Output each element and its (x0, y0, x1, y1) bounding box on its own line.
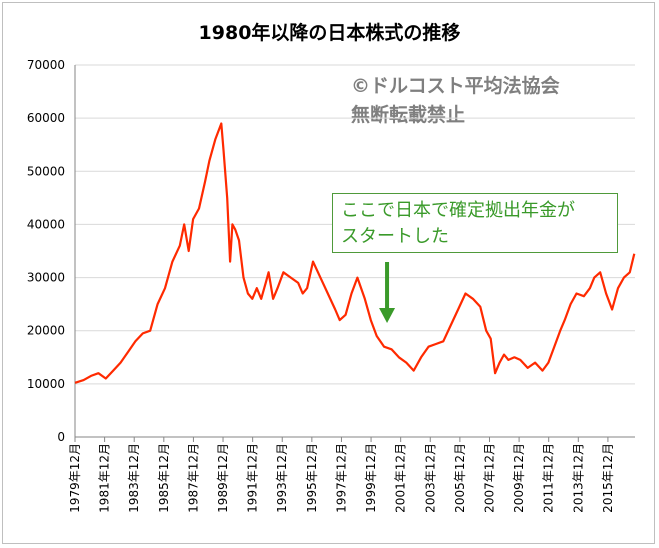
y-tick-label: 70000 (27, 58, 65, 72)
x-tick-label: 2015年12月 (601, 443, 615, 513)
x-tick-label: 1995年12月 (305, 443, 319, 513)
x-tick-label: 1979年12月 (68, 443, 82, 513)
x-tick-label: 1997年12月 (334, 443, 348, 513)
series-lines (74, 122, 636, 384)
x-tick-label: 1999年12月 (364, 443, 378, 513)
y-tick-label: 50000 (27, 164, 65, 178)
y-tick-label: 20000 (27, 324, 65, 338)
annotation-line-2: スタートした (341, 226, 449, 247)
copyright-watermark: ©ドルコスト平均法協会 無断転載禁止 (351, 72, 560, 130)
x-tick-label: 1991年12月 (246, 443, 260, 513)
annotation-line-1: ここで日本で確定拠出年金が (341, 200, 575, 221)
y-tick-label: 0 (57, 430, 65, 444)
x-tick-labels: 1979年12月 1981年12月 1983年12月 1985年12月 1987年12月… (68, 443, 615, 513)
x-tick-label: 2005年12月 (453, 443, 467, 513)
x-tick-label: 1987年12月 (186, 443, 200, 513)
copyright-line-1: ©ドルコスト平均法協会 (351, 75, 560, 97)
x-tick-label: 1985年12月 (157, 443, 171, 513)
x-tick-label: 2001年12月 (394, 443, 408, 513)
axes (74, 65, 635, 442)
x-tick-label: 2003年12月 (423, 443, 437, 513)
x-tick-label: 2009年12月 (512, 443, 526, 513)
x-tick-label: 2013年12月 (571, 443, 585, 513)
x-tick-label: 1983年12月 (127, 443, 141, 513)
x-tick-label: 1981年12月 (98, 443, 112, 513)
x-tick-label: 2007年12月 (482, 443, 496, 513)
copyright-line-2: 無断転載禁止 (351, 104, 466, 126)
y-tick-label: 10000 (27, 377, 65, 391)
y-tick-labels: 0 10000 20000 30000 40000 50000 60000 70000 (27, 58, 65, 444)
annotation-box: ここで日本で確定拠出年金が スタートした (332, 193, 618, 253)
series-line (74, 122, 636, 384)
x-tick-label: 1993年12月 (275, 443, 289, 513)
y-tick-label: 30000 (27, 271, 65, 285)
y-tick-label: 60000 (27, 111, 65, 125)
x-tick-label: 2011年12月 (542, 443, 556, 513)
annotation-arrow-head (379, 308, 396, 323)
x-tick-label: 1989年12月 (216, 443, 230, 513)
y-tick-label: 40000 (27, 217, 65, 231)
annotation-arrow (379, 262, 396, 323)
chart-title: 1980年以降の日本株式の推移 (198, 22, 461, 44)
